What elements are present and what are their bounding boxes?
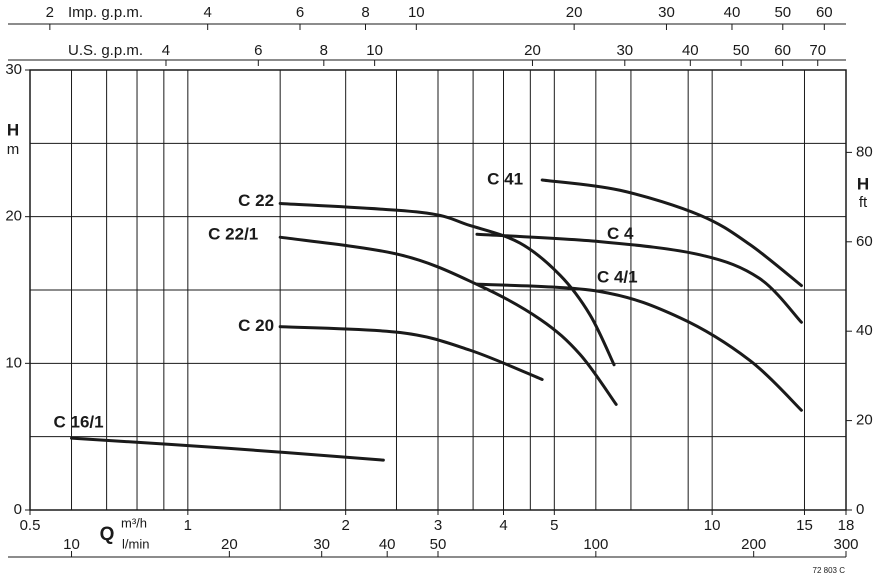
x-tick-label: 2 (342, 517, 350, 534)
us-tick-label: 30 (616, 42, 633, 59)
us-tick-label: 4 (162, 42, 170, 59)
x-tick-label: 10 (704, 517, 721, 534)
x-tick-label: 0.5 (20, 517, 41, 534)
y-tick-label: 20 (5, 208, 22, 225)
pump-curve (475, 282, 803, 412)
curve-label: C 4 (607, 224, 634, 243)
y2-tick-label: 20 (856, 412, 873, 429)
x-tick-label: 4 (499, 517, 507, 534)
x-axis-symbol: Q (100, 524, 115, 545)
lmin-tick-label: 40 (379, 536, 396, 553)
curve-label: C 20 (238, 316, 274, 335)
y-axis-unit: m (7, 141, 20, 158)
us-tick-label: 70 (809, 42, 826, 59)
us-tick-label: 50 (733, 42, 750, 59)
y-tick-label: 30 (5, 61, 22, 78)
x-tick-label: 18 (838, 517, 855, 534)
lmin-axis-label: l/min (122, 536, 149, 551)
curve-label: C 41 (487, 169, 523, 188)
us-tick-label: 8 (320, 42, 328, 59)
y2-tick-label: 40 (856, 322, 873, 339)
imp-tick-label: 4 (204, 4, 212, 21)
pump-curve (278, 325, 544, 381)
x-tick-label: 3 (434, 517, 442, 534)
curve-label: C 22 (238, 191, 274, 210)
lmin-tick-label: 300 (833, 536, 858, 553)
imp-tick-label: 8 (361, 4, 369, 21)
x-axis-label: m³/h (121, 515, 147, 530)
us-tick-label: 10 (366, 42, 383, 59)
curve-label: C 22/1 (208, 225, 258, 244)
imp-tick-label: 2 (46, 4, 54, 21)
y-axis-label: H (7, 120, 19, 139)
y-tick-label: 0 (14, 501, 22, 518)
x-tick-label: 5 (550, 517, 558, 534)
curve-label: C 16/1 (54, 413, 104, 432)
lmin-tick-label: 10 (63, 536, 80, 553)
y2-axis-unit: ft (859, 194, 868, 211)
y2-tick-label: 0 (856, 501, 864, 518)
us-tick-label: 6 (254, 42, 262, 59)
pump-curve (475, 232, 803, 324)
lmin-tick-label: 200 (741, 536, 766, 553)
us-tick-label: 40 (682, 42, 699, 59)
imp-axis-label: Imp. g.p.m. (68, 4, 143, 21)
imp-tick-label: 60 (816, 4, 833, 21)
imp-tick-label: 10 (408, 4, 425, 21)
y2-tick-label: 60 (856, 233, 873, 250)
us-tick-label: 20 (524, 42, 541, 59)
y-tick-label: 10 (5, 354, 22, 371)
y2-axis-label: H (857, 174, 869, 193)
y2-tick-label: 80 (856, 143, 873, 160)
lmin-tick-label: 30 (313, 536, 330, 553)
lmin-tick-label: 50 (430, 536, 447, 553)
curve-label: C 4/1 (597, 268, 638, 287)
us-tick-label: 60 (774, 42, 791, 59)
imp-tick-label: 6 (296, 4, 304, 21)
imp-tick-label: 40 (724, 4, 741, 21)
lmin-tick-label: 100 (583, 536, 608, 553)
x-tick-label: 15 (796, 517, 813, 534)
lmin-tick-label: 20 (221, 536, 238, 553)
figure-code: 72 803 C (813, 566, 846, 575)
imp-tick-label: 30 (658, 4, 675, 21)
pump-curve (278, 201, 616, 367)
imp-tick-label: 50 (774, 4, 791, 21)
pump-curve (278, 235, 618, 406)
us-axis-label: U.S. g.p.m. (68, 42, 143, 59)
pump-curve (70, 436, 385, 462)
imp-tick-label: 20 (566, 4, 583, 21)
x-tick-label: 1 (184, 517, 192, 534)
pump-curve (540, 178, 803, 288)
